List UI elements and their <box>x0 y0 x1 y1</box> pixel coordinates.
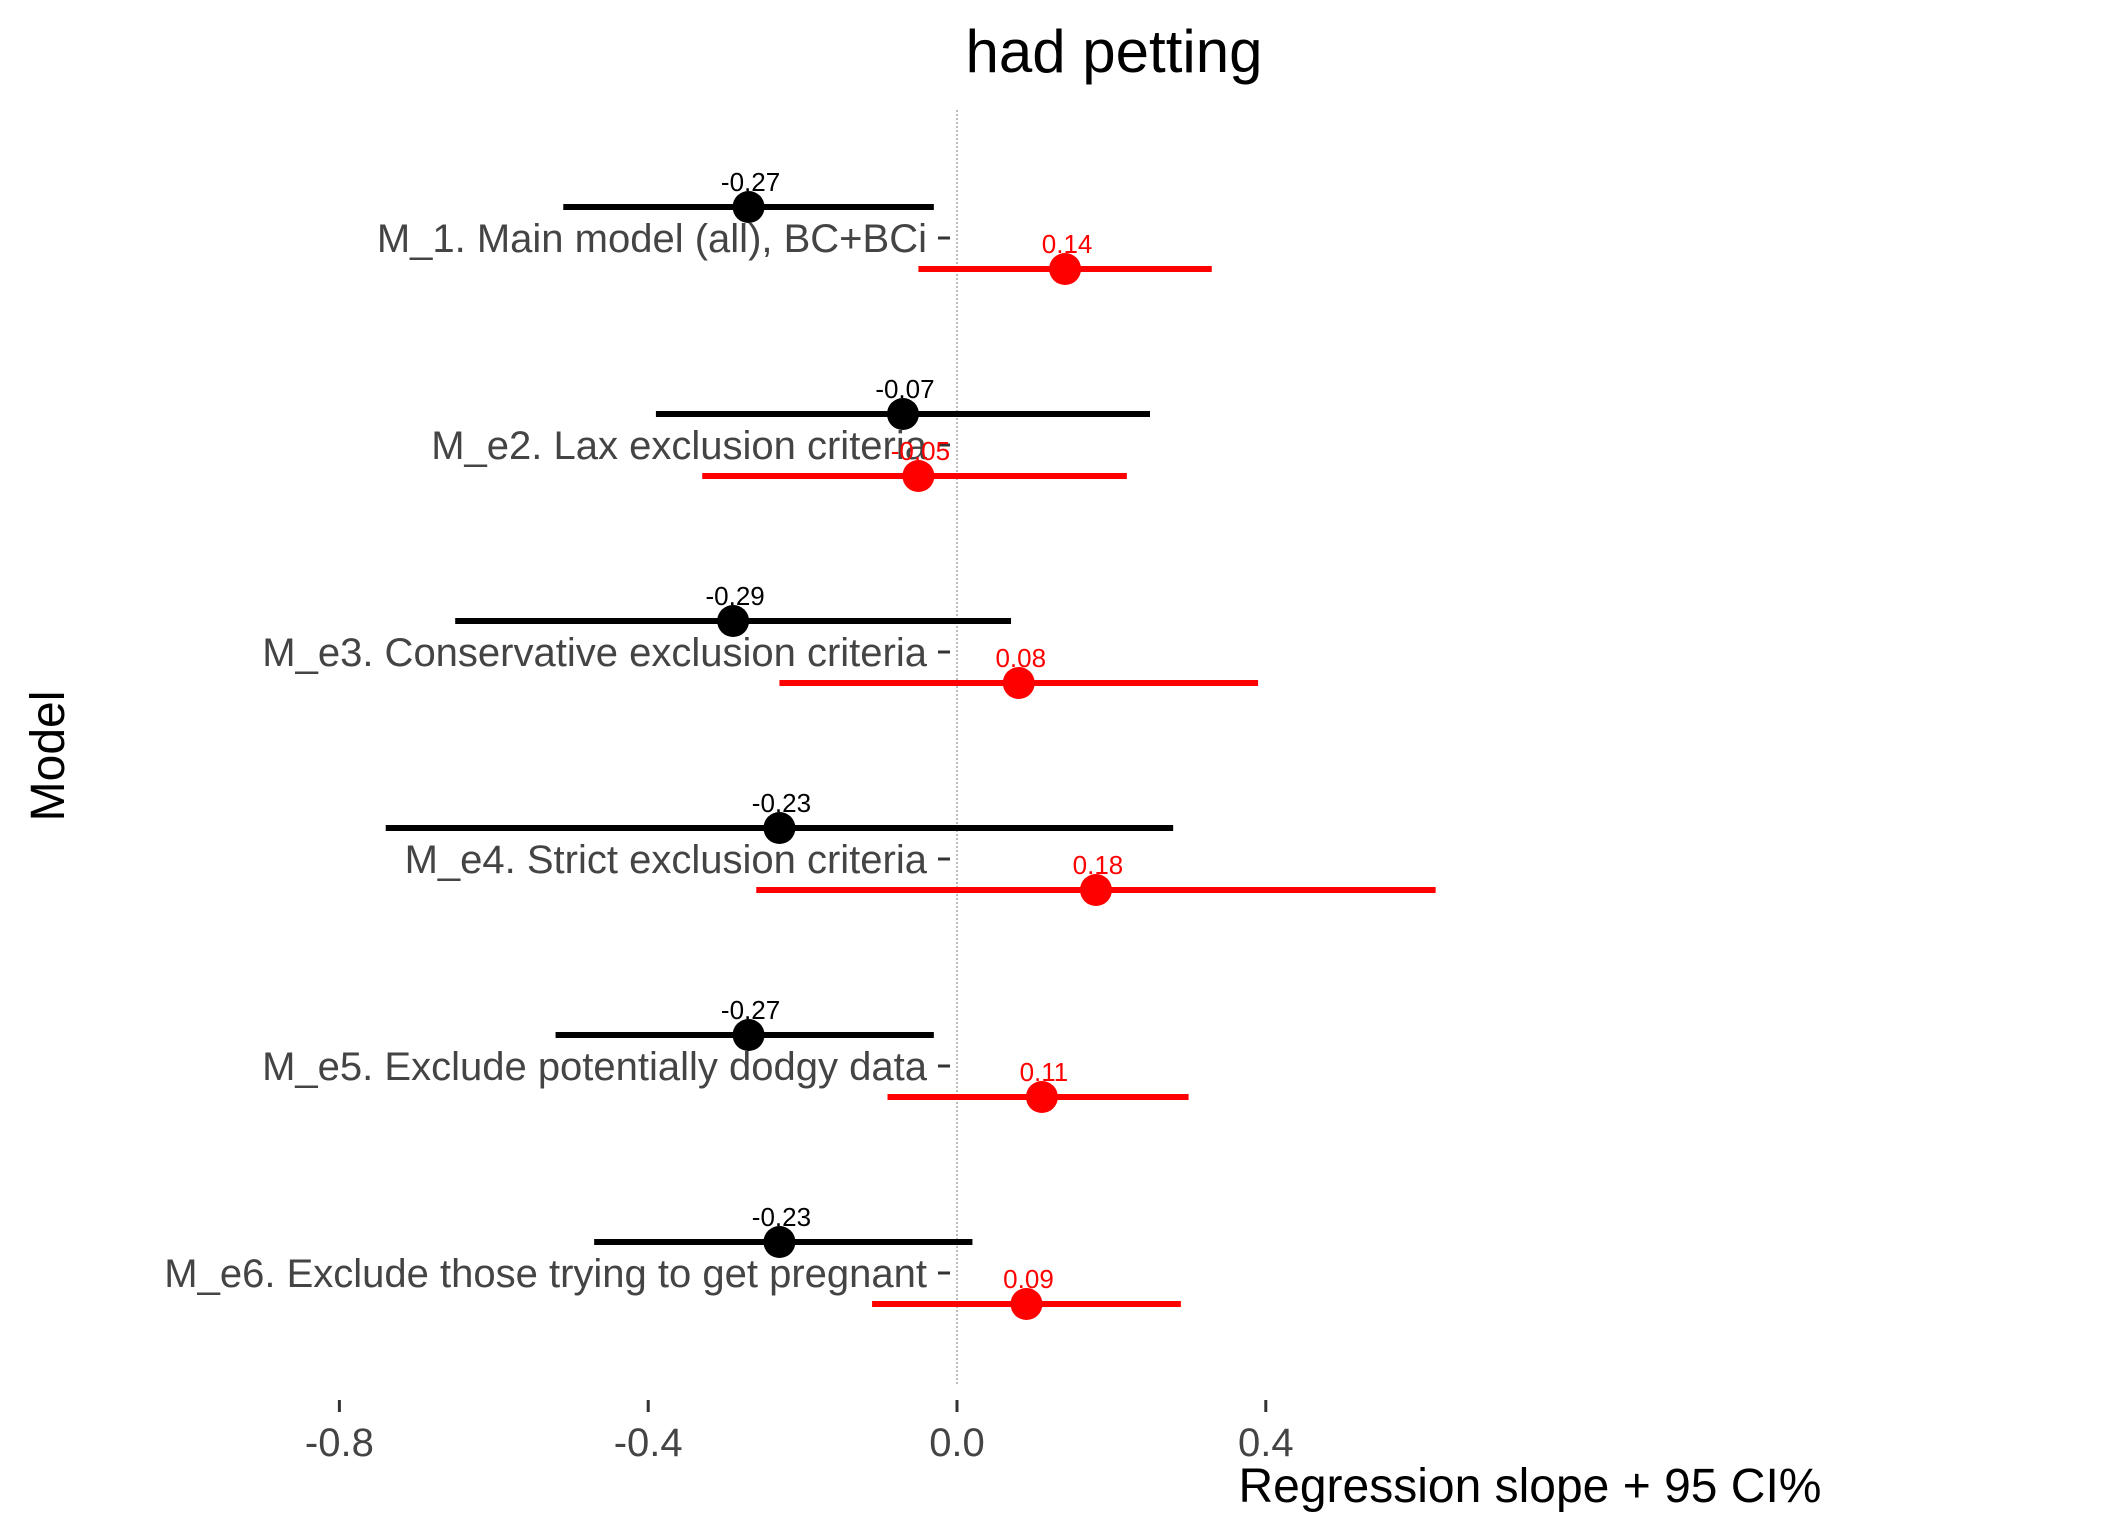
x-axis-title: Regression slope + 95 CI% <box>1239 1460 1822 1513</box>
data-point <box>886 398 919 430</box>
y-tick-label: M_e6. Exclude those trying to get pregna… <box>164 1252 927 1296</box>
x-tick-label: 0.0 <box>929 1421 985 1465</box>
data-point <box>1002 667 1035 699</box>
x-tick-label: -0.4 <box>614 1421 683 1465</box>
data-point <box>1079 874 1112 906</box>
x-tick-label: 0.4 <box>1238 1421 1294 1465</box>
y-tick-label: M_e2. Lax exclusion criteria <box>431 424 928 468</box>
data-point <box>1049 253 1082 285</box>
y-tick-label: M_e5. Exclude potentially dodgy data <box>262 1045 928 1089</box>
data-label: -0.23 <box>752 1202 811 1232</box>
data-label: 0.14 <box>1042 229 1093 259</box>
data-label: -0.27 <box>721 995 780 1025</box>
data-label: -0.05 <box>891 436 950 466</box>
data-point <box>902 460 935 492</box>
data-label: 0.18 <box>1073 850 1124 880</box>
data-label: 0.09 <box>1003 1264 1054 1294</box>
data-label: -0.07 <box>875 374 934 404</box>
data-label: -0.27 <box>721 167 780 197</box>
data-label: 0.08 <box>995 643 1046 673</box>
y-axis-title: Model <box>22 691 75 822</box>
x-tick-label: -0.8 <box>305 1421 374 1465</box>
data-point <box>717 605 750 637</box>
data-label: 0.11 <box>1020 1057 1069 1087</box>
data-point <box>1025 1081 1058 1113</box>
data-point <box>732 191 765 223</box>
y-tick-label: M_1. Main model (all), BC+BCi <box>377 217 927 261</box>
data-label: -0.29 <box>705 581 764 611</box>
data-point <box>732 1019 765 1051</box>
chart-title: had petting <box>966 18 1263 85</box>
y-tick-label: M_e3. Conservative exclusion criteria <box>262 631 927 675</box>
data-point <box>1010 1288 1043 1320</box>
data-label: -0.23 <box>752 788 811 818</box>
data-point <box>763 1226 796 1258</box>
data-point <box>763 812 796 844</box>
y-tick-label: M_e4. Strict exclusion criteria <box>405 838 928 882</box>
plot-area: M_1. Main model (all), BC+BCi M_e2. Lax e… <box>164 110 1436 1465</box>
